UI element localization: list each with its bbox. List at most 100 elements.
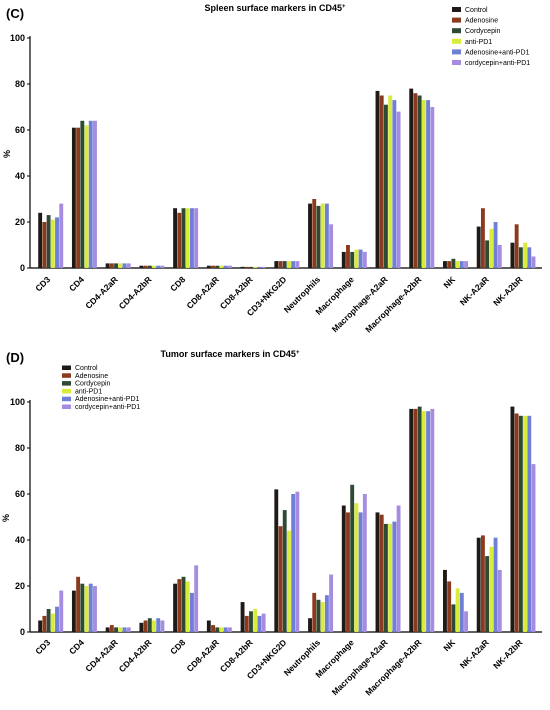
bar: [426, 411, 431, 632]
bar: [308, 203, 312, 268]
bar: [126, 263, 131, 268]
bar: [55, 606, 59, 632]
bar-group: [105, 263, 131, 268]
bar: [84, 125, 89, 269]
bar-group: [341, 484, 367, 632]
bar-group: [240, 266, 266, 268]
bar-group: [105, 625, 131, 632]
bar: [282, 261, 287, 268]
bar: [329, 574, 334, 632]
bar: [447, 581, 452, 632]
bar: [417, 95, 422, 268]
bar: [451, 604, 456, 632]
legend-entry: Adenosine+anti-PD1: [75, 396, 140, 403]
bar: [185, 208, 190, 268]
bar: [206, 265, 211, 268]
bar: [459, 592, 464, 632]
bar: [38, 212, 43, 268]
bar: [485, 240, 490, 268]
bar: [295, 491, 300, 632]
x-tick-label: NK-A2aR: [458, 274, 491, 307]
bar: [88, 583, 93, 632]
legend-swatch: [62, 381, 71, 386]
bar: [177, 579, 182, 632]
bar: [147, 265, 152, 268]
bar: [59, 590, 64, 632]
bar: [152, 265, 156, 268]
bar: [413, 408, 418, 632]
legend: Control Adenosine Cordycepin anti-PD1 Adenos…: [452, 7, 530, 67]
bar: [274, 261, 279, 268]
legend-entry: cordycepin+anti-PD1: [75, 404, 140, 411]
chart-title-text: Tumor surface markers in CD45: [161, 349, 296, 359]
bar: [46, 609, 51, 632]
legend-swatch: [452, 49, 461, 55]
bar: [147, 618, 152, 632]
bar: [489, 228, 494, 268]
bar-group: [341, 245, 367, 268]
bar: [206, 620, 211, 632]
bar: [278, 261, 283, 268]
bar: [139, 622, 144, 632]
bar: [523, 242, 528, 268]
bar: [320, 602, 325, 632]
bar: [354, 503, 359, 632]
bar: [392, 521, 397, 632]
bar: [480, 535, 485, 632]
bar: [375, 90, 380, 269]
bar: [173, 208, 178, 268]
bar: [421, 100, 426, 268]
bar: [312, 199, 317, 268]
legend-entry: Control: [75, 365, 98, 372]
bar: [105, 627, 110, 632]
chart-title-text: Spleen surface markers in CD45: [204, 3, 342, 13]
x-tick-label: NK-A2aR: [458, 637, 491, 670]
bar: [93, 586, 97, 632]
bar: [514, 413, 519, 632]
bar: [497, 569, 502, 632]
bar-group: [510, 224, 536, 268]
tumor-chart: (D) Tumor surface markers in CD45+0204060…: [1, 349, 542, 698]
bar: [143, 620, 148, 632]
bar: [114, 627, 118, 632]
legend-swatch: [452, 7, 461, 12]
x-tick-label: CD4: [67, 637, 86, 656]
bar: [287, 261, 291, 268]
bar-group: [206, 620, 232, 632]
legend-entry: Cordycepin: [75, 381, 111, 388]
bar: [346, 245, 350, 268]
bar: [93, 120, 97, 268]
bar: [244, 266, 249, 268]
bar: [257, 266, 262, 268]
bar: [510, 406, 515, 632]
bar: [316, 599, 321, 632]
bar: [46, 215, 51, 268]
bar: [388, 523, 393, 632]
bar: [350, 484, 355, 632]
bar: [261, 613, 266, 632]
bar: [346, 512, 350, 632]
bar: [109, 625, 114, 632]
legend-swatch: [62, 373, 71, 378]
chart-title-superscript: +: [296, 350, 300, 356]
bar: [215, 627, 220, 632]
bar: [527, 247, 532, 268]
legend-entry: Adenosine: [465, 18, 498, 25]
bar: [211, 625, 215, 632]
x-tick-label: CD4-A2bR: [117, 274, 154, 311]
bar: [50, 219, 55, 268]
bar: [409, 408, 414, 632]
bar: [312, 592, 317, 632]
x-tick-label: CD4-A2bR: [117, 637, 154, 674]
legend-swatch: [452, 28, 461, 34]
bar-group: [409, 406, 435, 632]
bar-group: [38, 590, 64, 632]
bar-group: [375, 505, 401, 632]
bar-group: [476, 535, 502, 632]
bar: [430, 107, 435, 268]
legend-swatch: [452, 17, 461, 23]
bar: [278, 526, 283, 632]
bar: [523, 415, 528, 632]
bar-group: [139, 265, 165, 268]
